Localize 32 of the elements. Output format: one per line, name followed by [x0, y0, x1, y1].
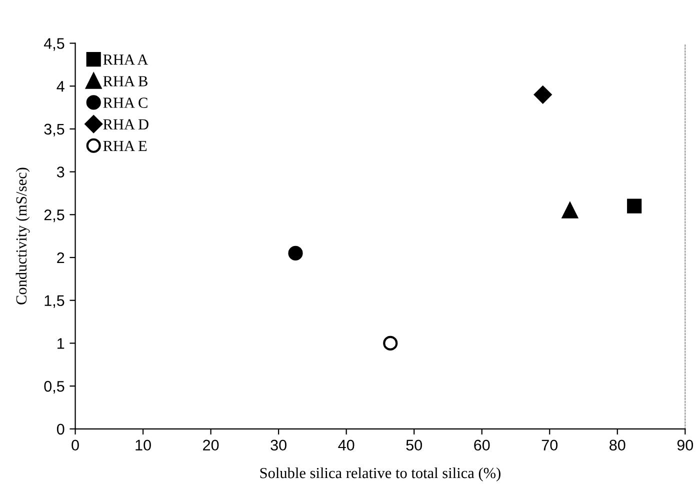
- y-tick-label: 4: [56, 81, 64, 92]
- legend-label: RHA C: [103, 98, 148, 108]
- point: [562, 202, 578, 218]
- y-tick-label: 0: [56, 424, 64, 435]
- y-tick-label: 2: [57, 252, 64, 264]
- x-tick-label: 70: [542, 440, 558, 451]
- point: [627, 198, 642, 214]
- y-tick-label: 2,5: [44, 210, 64, 222]
- x-tick-label: 60: [474, 440, 490, 451]
- x-tick-label: 80: [610, 440, 626, 451]
- point: [383, 336, 398, 350]
- legend-label: RHA E: [103, 140, 147, 151]
- y-tick-label: 3,5: [44, 124, 64, 136]
- y-axis-title: Conductivity (mS/sec): [16, 168, 30, 304]
- x-tick-label: 10: [136, 440, 151, 451]
- y-tick-label: 1,5: [44, 295, 64, 308]
- legend-label: RHA A: [103, 54, 148, 65]
- x-tick-label: 50: [406, 440, 422, 451]
- x-tick-label: 40: [338, 440, 354, 451]
- x-tick-label: 20: [203, 440, 219, 451]
- point: [288, 246, 303, 261]
- x-tick-label: 30: [270, 440, 286, 451]
- y-tick-label: 4,5: [44, 38, 64, 51]
- point: [534, 86, 552, 104]
- x-axis-title: Soluble silica relative to total silica (%): [260, 467, 500, 482]
- legend-label: RHA B: [103, 76, 148, 86]
- y-tick-label: 0,5: [44, 380, 64, 394]
- x-tick-label: 90: [677, 440, 694, 451]
- x-tick-label: 0: [72, 440, 79, 451]
- y-tick-label: 1: [58, 338, 64, 349]
- y-tick-label: 3: [56, 166, 64, 178]
- legend-label: RHA D: [103, 119, 148, 130]
